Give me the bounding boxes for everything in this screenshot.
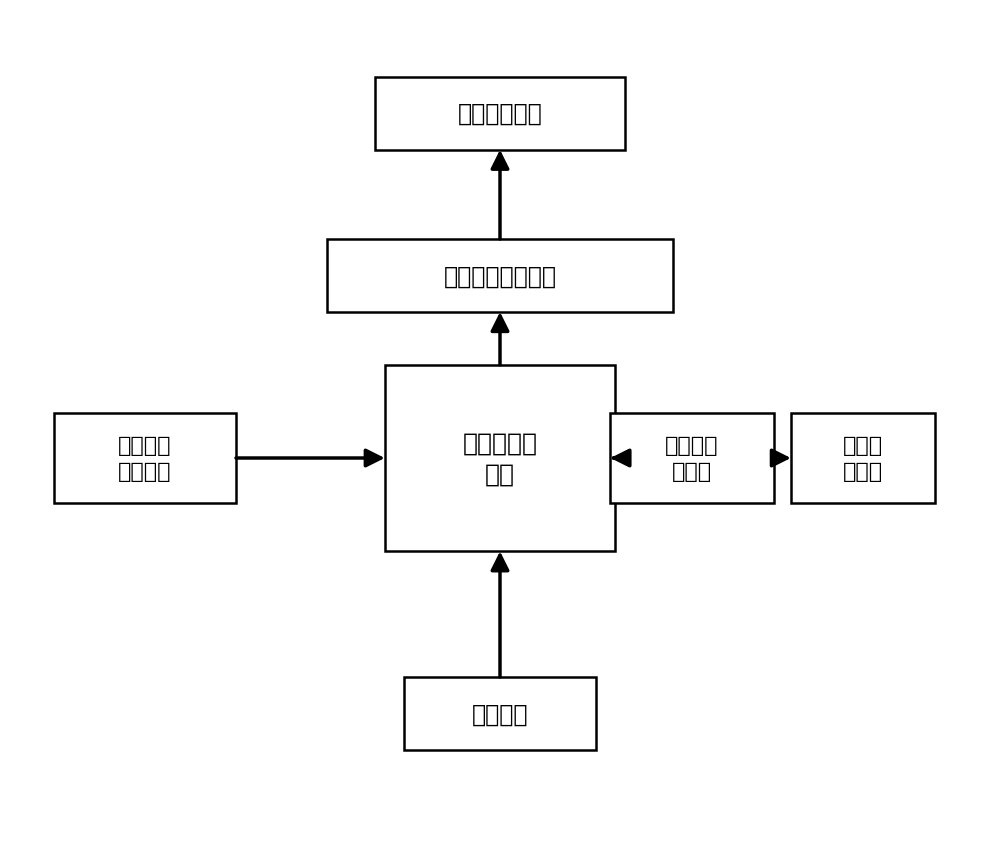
Text: 闭塞分区光带: 闭塞分区光带 [458, 102, 542, 126]
Text: 电源模块: 电源模块 [472, 701, 528, 726]
Text: 闭塞分区光带电路: 闭塞分区光带电路 [444, 264, 556, 288]
Text: 信号机点
灯电路: 信号机点 灯电路 [665, 436, 719, 482]
Bar [791, 414, 935, 503]
Bar [54, 414, 236, 503]
Text: 闭塞分区
状态开关: 闭塞分区 状态开关 [118, 436, 172, 482]
Bar [385, 365, 615, 552]
Text: 信号机
信号灯: 信号机 信号灯 [843, 436, 883, 482]
Bar [327, 240, 673, 312]
Text: 单片机控制
模块: 单片机控制 模块 [462, 430, 538, 486]
Bar [610, 414, 774, 503]
Bar [404, 677, 596, 750]
Bar [375, 78, 625, 150]
